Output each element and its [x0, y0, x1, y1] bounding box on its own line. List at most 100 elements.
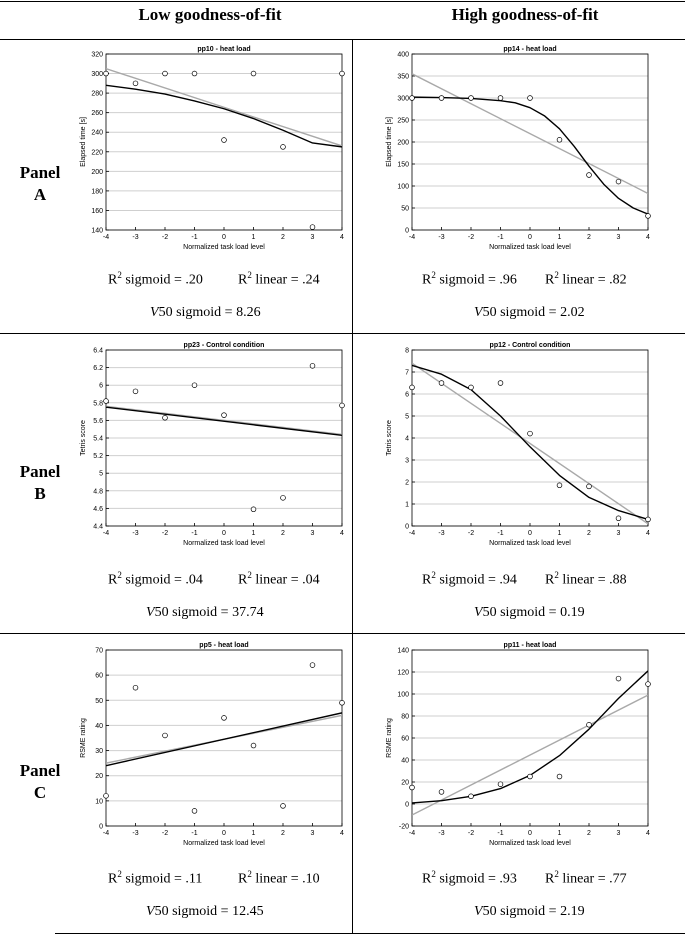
column-divider-b [352, 333, 353, 633]
y-axis-label: Elapsed time [s] [386, 117, 393, 167]
y-tick-label: 5.6 [93, 418, 103, 425]
sigmoid-fit-line [412, 670, 648, 804]
x-tick-label: 1 [558, 234, 562, 241]
x-axis-label: Normalized task load level [183, 244, 265, 251]
data-point [309, 224, 316, 230]
x-axis-label: Normalized task load level [489, 244, 571, 251]
data-point [586, 722, 592, 728]
x-tick-label: 3 [617, 830, 621, 837]
x-tick-label: -4 [103, 530, 109, 537]
y-tick-label: 5 [99, 471, 103, 478]
y-tick-label: 5.8 [93, 400, 103, 407]
data-point [250, 506, 257, 513]
y-axis-label: Elapsed time [s] [80, 117, 87, 167]
data-point [438, 789, 445, 795]
data-point [615, 675, 622, 682]
panel-label-c-word: Panel [19, 761, 61, 780]
x-tick-label: 0 [528, 830, 532, 837]
y-tick-label: 180 [91, 188, 103, 195]
y-tick-label: 8 [405, 348, 409, 355]
panel-label-c-letter: C [33, 783, 47, 802]
data-point [586, 483, 592, 490]
y-tick-label: 4.6 [93, 506, 103, 513]
y-tick-label: 280 [91, 91, 103, 98]
x-tick-label: 2 [281, 530, 285, 537]
x-tick-label: 3 [311, 234, 315, 241]
data-point [645, 516, 651, 523]
v50-stat: V50 sigmoid = 37.74 [146, 605, 264, 620]
x-axis-label: Normalized task load level [183, 540, 265, 547]
chart-svg: 4.4 4.6 4.8 5 5.2 5.4 5.6 5.8 6 6.2 6.4 -4 -3 -2 -1 0 1 2… [80, 342, 345, 547]
x-tick-label: 2 [281, 830, 285, 837]
x-tick-label: 0 [222, 530, 226, 537]
x-tick-label: -2 [468, 830, 474, 837]
chart-svg: 140 160 180 200 220 240 260 280 300 320 -4 -3 -2 -1 0 1… [80, 46, 345, 251]
x-tick-label: 4 [340, 234, 344, 241]
r2-sigmoid-stat: R2 sigmoid = .93 [422, 869, 517, 887]
x-tick-label: 3 [311, 530, 315, 537]
linear-fit-line [106, 405, 342, 436]
x-tick-label: 2 [281, 234, 285, 241]
panel-label-a-word: Panel [19, 163, 61, 182]
data-point [438, 95, 445, 101]
y-tick-label: 60 [401, 736, 409, 743]
x-axis-label: Normalized task load level [489, 840, 571, 847]
y-tick-label: 120 [397, 670, 409, 677]
v50-stat: V50 sigmoid = 2.19 [474, 904, 585, 919]
v50-stat: V50 sigmoid = 0.19 [474, 605, 585, 620]
r2-linear-stat: R2 linear = .24 [238, 270, 320, 288]
x-tick-label: -2 [468, 530, 474, 537]
chart-pp5: 0 10 20 30 40 50 60 70 -4 -3 -2 -1 0 1 2 3 4 pp5 - heat l… [78, 638, 348, 858]
data-point [409, 784, 415, 791]
chart-pp23: 4.4 4.6 4.8 5 5.2 5.4 5.6 5.8 6 6.2 6.4 -4 -3 -2 -1 0 1 2… [78, 338, 348, 558]
y-tick-label: 300 [397, 96, 409, 103]
x-tick-label: 4 [340, 530, 344, 537]
sigmoid-fit-line [412, 364, 648, 521]
column-header-low: Low goodness-of-fit [138, 5, 282, 24]
x-tick-label: -2 [162, 830, 168, 837]
y-tick-label: 4.8 [93, 488, 103, 495]
x-tick-label: 3 [617, 530, 621, 537]
data-point [556, 137, 563, 143]
y-tick-label: 1 [405, 502, 409, 509]
chart-title: pp11 - heat load [504, 642, 557, 649]
x-tick-label: 1 [252, 530, 256, 537]
r2-linear-stat: R2 linear = .10 [238, 869, 320, 887]
y-tick-label: 4 [405, 436, 409, 443]
chart-pp14: 0 50 100 150 200 250 300 350 400 -4 -3 -2 -1 0 1 2 3 4 pp1… [384, 42, 654, 262]
x-tick-label: -4 [103, 234, 109, 241]
y-tick-label: 320 [91, 52, 103, 59]
r2-sigmoid-stat: R2 sigmoid = .20 [108, 270, 203, 288]
x-tick-label: -2 [468, 234, 474, 241]
x-tick-label: -3 [132, 234, 138, 241]
x-tick-label: -1 [497, 530, 503, 537]
y-tick-label: 50 [95, 698, 103, 705]
x-tick-label: 1 [558, 830, 562, 837]
panel-label-b: Panel B [0, 461, 80, 505]
data-point [132, 80, 139, 87]
r2-linear-stat: R2 linear = .88 [545, 570, 627, 588]
panel-label-c: Panel C [0, 760, 80, 804]
y-tick-label: 0 [405, 802, 409, 809]
y-tick-label: 6.2 [93, 365, 103, 372]
x-tick-label: 3 [617, 234, 621, 241]
x-tick-label: -4 [409, 830, 415, 837]
data-point [527, 95, 533, 101]
data-point [409, 384, 415, 391]
data-point [280, 495, 286, 501]
r2-sigmoid-stat: R2 sigmoid = .11 [108, 869, 203, 887]
y-tick-label: 6 [99, 383, 103, 390]
v50-stat: V50 sigmoid = 12.45 [146, 904, 264, 919]
x-tick-label: -1 [191, 830, 197, 837]
column-divider-c [352, 633, 353, 933]
chart-title: pp10 - heat load [197, 46, 250, 53]
data-point [280, 144, 286, 150]
data-point [309, 662, 316, 668]
chart-svg: 0 1 2 3 4 5 6 7 8 -4 -3 -2 -1 0 1 2 3 4 pp12 - Control con… [386, 342, 651, 547]
x-tick-label: -3 [132, 530, 138, 537]
data-point [162, 70, 168, 77]
data-point [280, 803, 286, 809]
data-point [527, 773, 533, 780]
chart-pp12: 0 1 2 3 4 5 6 7 8 -4 -3 -2 -1 0 1 2 3 4 pp12 - Control con… [384, 338, 654, 558]
y-tick-label: 5.2 [93, 453, 103, 460]
